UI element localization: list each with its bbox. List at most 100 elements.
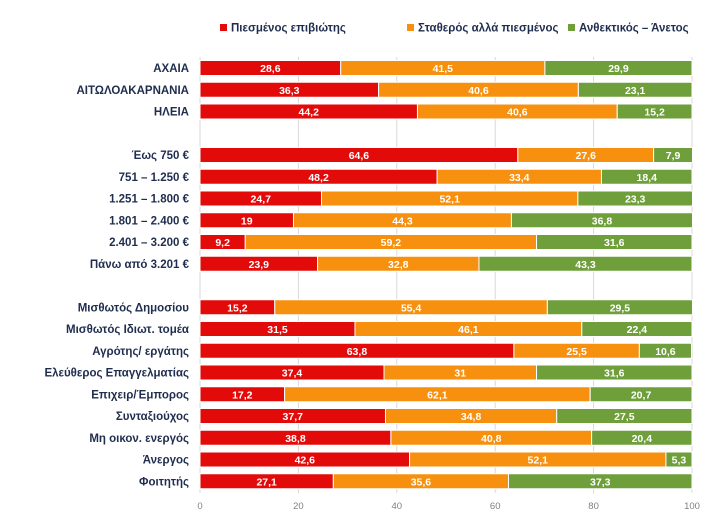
data-label: 52,1: [439, 194, 460, 206]
x-tick-label: 100: [684, 501, 700, 512]
data-label: 37,4: [282, 368, 303, 380]
bar-segment: [653, 147, 693, 163]
data-label: 27,1: [256, 476, 277, 488]
legend-swatch: [407, 24, 414, 31]
data-label: 32,8: [388, 259, 409, 271]
data-label: 33,4: [509, 172, 530, 184]
data-label: 23,9: [249, 259, 270, 271]
data-label: 17,2: [232, 389, 253, 401]
data-label: 64,6: [349, 150, 370, 162]
data-label: 43,3: [575, 259, 596, 271]
bar-segment: [556, 408, 693, 424]
data-label: 5,3: [672, 455, 687, 467]
bar-segment: [510, 212, 693, 229]
x-tick-label: 0: [197, 501, 202, 512]
data-label: 40,6: [507, 107, 528, 119]
data-label: 31,6: [604, 237, 625, 249]
data-label: 36,3: [279, 85, 300, 97]
category-label: Άνεργος: [143, 455, 189, 467]
data-label: 19: [241, 215, 253, 227]
category-label: 2.401 – 3.200 €: [109, 237, 190, 249]
data-label: 44,2: [299, 107, 320, 119]
category-label: ΗΛΕΙΑ: [154, 107, 189, 119]
data-label: 37,3: [590, 476, 611, 488]
bar-segment: [591, 429, 693, 446]
category-label: Έως 750 €: [132, 150, 190, 162]
category-label: Μισθωτός Ιδιωτ. τομέα: [66, 324, 189, 336]
bar-segment: [665, 451, 693, 468]
data-label: 55,4: [401, 302, 422, 314]
bar-segment: [544, 60, 693, 76]
data-label: 9,2: [215, 237, 230, 249]
category-label: Φοιτητής: [139, 476, 189, 488]
category-label: Αγρότης/ εργάτης: [92, 346, 189, 358]
data-label: 34,8: [461, 411, 482, 423]
data-label: 28,6: [260, 63, 281, 75]
category-label: ΑΧΑΙΑ: [153, 63, 189, 75]
bar-segment: [536, 364, 693, 381]
legend-label: Σταθερός αλλά πιεσμένος: [418, 23, 559, 35]
data-label: 29,9: [608, 63, 629, 75]
data-label: 10,6: [655, 346, 676, 358]
bar-segment: [616, 103, 693, 120]
data-label: 24,7: [251, 194, 272, 206]
bar-segment: [478, 255, 693, 272]
bar-segment: [600, 168, 693, 185]
legend-label: Πιεσμένος επιβιώτης: [231, 23, 346, 35]
data-label: 15,2: [644, 107, 665, 119]
data-label: 27,5: [614, 411, 635, 423]
category-label: 1.251 – 1.800 €: [109, 194, 190, 206]
data-label: 22,4: [627, 324, 648, 336]
data-label: 31,6: [604, 368, 625, 380]
legend-swatch: [220, 24, 227, 31]
data-label: 29,5: [610, 302, 631, 314]
category-label: ΑΙΤΩΛΟΑΚΑΡΝΑΝΙΑ: [76, 85, 189, 97]
x-tick-label: 20: [293, 501, 304, 512]
category-label: Συνταξιούχος: [116, 411, 189, 423]
data-label: 46,1: [458, 324, 479, 336]
bar-segment: [577, 190, 693, 207]
data-label: 31,5: [267, 324, 288, 336]
data-label: 18,4: [637, 172, 658, 184]
data-label: 44,3: [392, 215, 413, 227]
data-label: 52,1: [528, 455, 549, 467]
bar-segment: [536, 234, 693, 250]
data-label: 62,1: [427, 389, 448, 401]
data-label: 37,7: [283, 411, 304, 423]
data-label: 23,1: [625, 85, 646, 97]
bar-segment: [638, 342, 693, 359]
legend-swatch: [568, 24, 575, 31]
category-label: 1.801 – 2.400 €: [109, 215, 190, 227]
category-label: Επιχειρ/Έμπορος: [91, 389, 189, 401]
category-label: 751 – 1.250 €: [119, 172, 190, 184]
category-label: Πάνω από 3.201 €: [90, 259, 190, 271]
bar-segment: [589, 386, 693, 403]
category-label: Μισθωτός Δημοσίου: [78, 302, 190, 314]
data-label: 35,6: [411, 476, 432, 488]
data-label: 7,9: [666, 150, 681, 162]
data-label: 40,8: [481, 433, 502, 445]
bar-segment: [507, 473, 693, 490]
bar-segment: [577, 81, 693, 98]
category-label: Μη οικον. ενεργός: [89, 433, 189, 445]
bar-segment: [546, 299, 693, 316]
data-label: 36,8: [592, 215, 613, 227]
data-label: 42,6: [295, 455, 316, 467]
data-label: 25,5: [566, 346, 587, 358]
data-label: 31: [454, 368, 466, 380]
data-label: 40,6: [468, 85, 489, 97]
x-tick-label: 60: [490, 501, 501, 512]
data-label: 63,8: [347, 346, 368, 358]
data-label: 41,5: [433, 63, 454, 75]
data-label: 48,2: [308, 172, 329, 184]
data-label: 15,2: [227, 302, 248, 314]
data-label: 20,7: [631, 389, 652, 401]
x-tick-label: 40: [392, 501, 403, 512]
x-tick-label: 80: [588, 501, 599, 512]
data-label: 38,8: [285, 433, 306, 445]
data-label: 27,6: [576, 150, 597, 162]
data-label: 23,3: [625, 194, 646, 206]
data-label: 59,2: [381, 237, 402, 249]
category-label: Ελεύθερος Επαγγελματίας: [44, 368, 189, 380]
